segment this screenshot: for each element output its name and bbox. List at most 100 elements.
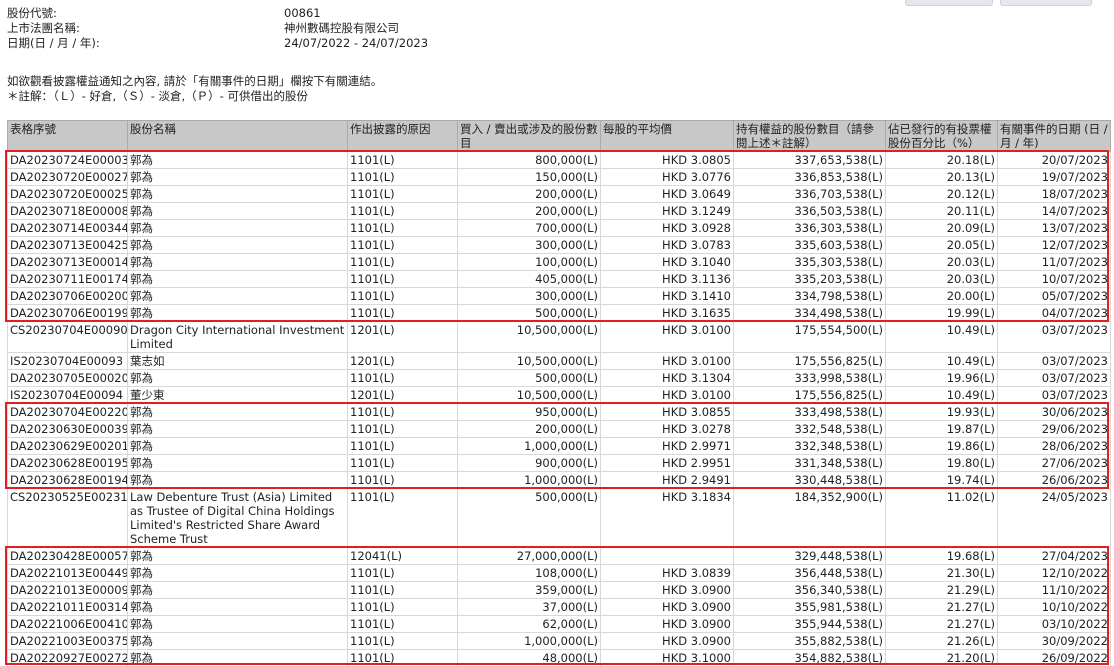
cell: 330,448,538(L) (733, 471, 886, 489)
cell[interactable]: 03/07/2023 (997, 352, 1111, 370)
cell: 1101(L) (347, 202, 458, 220)
button[interactable] (905, 0, 993, 6)
cell[interactable]: DA20230718E00008 (7, 202, 128, 220)
cell[interactable]: 03/07/2023 (997, 386, 1111, 404)
cell[interactable]: 11/07/2023 (997, 253, 1111, 271)
table-row: DA20230704E00220 郭為 1101(L) 950,000(L) HKD 3… (7, 403, 1111, 421)
cell: 500,000(L) (457, 488, 601, 548)
cell[interactable]: 04/07/2023 (997, 304, 1111, 322)
table-row: CS20230704E00090 Dragon City Internationa… (7, 321, 1111, 353)
cell: HKD 3.0900 (600, 615, 734, 633)
cell[interactable]: DA20230705E00020 (7, 369, 128, 387)
field-value: 神州數碼控股有限公司 (284, 21, 399, 35)
cell[interactable]: 03/07/2023 (997, 369, 1111, 387)
cell: HKD 3.1410 (600, 287, 734, 305)
cell[interactable]: DA20230706E00200 (7, 287, 128, 305)
cell[interactable]: IS20230704E00093 (7, 352, 128, 370)
table-row: DA20230711E00174 郭為 1101(L) 405,000(L) HKD 3… (7, 270, 1111, 288)
cell[interactable]: DA20230714E00344 (7, 219, 128, 237)
cell: 19.80(L) (885, 454, 998, 472)
cell: 郭為 (127, 564, 348, 582)
cell[interactable]: 29/06/2023 (997, 420, 1111, 438)
field-row: 股份代號: 00861 (7, 6, 428, 21)
cell: HKD 3.0805 (600, 151, 734, 169)
cell[interactable]: DA20230629E00201 (7, 437, 128, 455)
cell: HKD 2.9491 (600, 471, 734, 489)
field-label: 上市法團名稱: (7, 21, 80, 35)
cell[interactable]: DA20230720E00025 (7, 185, 128, 203)
cell[interactable]: 26/09/2022 (997, 649, 1111, 666)
cell[interactable]: DA20230706E00199 (7, 304, 128, 322)
cell[interactable]: DA20221006E00410 (7, 615, 128, 633)
cell[interactable]: DA20230428E00057 (7, 547, 128, 565)
cell[interactable]: 20/07/2023 (997, 151, 1111, 169)
cell[interactable]: 03/07/2023 (997, 321, 1111, 353)
cell[interactable]: 18/07/2023 (997, 185, 1111, 203)
cell[interactable]: DA20230713E00425 (7, 236, 128, 254)
cell: 950,000(L) (457, 403, 601, 421)
column-header: 表格序號 (7, 120, 128, 152)
cell[interactable]: DA20221011E00314 (7, 598, 128, 616)
cell: 1101(L) (347, 488, 458, 548)
cell[interactable]: DA20230628E00195 (7, 454, 128, 472)
cell[interactable]: DA20230724E00003 (7, 151, 128, 169)
cell[interactable]: DA20230711E00174 (7, 270, 128, 288)
cell: 21.26(L) (885, 632, 998, 650)
cell: 10.49(L) (885, 352, 998, 370)
cell[interactable]: 11/10/2022 (997, 581, 1111, 599)
cell[interactable]: 14/07/2023 (997, 202, 1111, 220)
cell: 郭為 (127, 581, 348, 599)
cell[interactable]: 27/04/2023 (997, 547, 1111, 565)
cell[interactable]: 13/07/2023 (997, 219, 1111, 237)
cell: 336,853,538(L) (733, 168, 886, 186)
cell: HKD 3.1249 (600, 202, 734, 220)
cell[interactable]: 10/07/2023 (997, 270, 1111, 288)
cell: 20.11(L) (885, 202, 998, 220)
cell[interactable]: 30/09/2022 (997, 632, 1111, 650)
cell: HKD 3.1834 (600, 488, 734, 548)
cell: HKD 3.0100 (600, 386, 734, 404)
cell[interactable]: 26/06/2023 (997, 471, 1111, 489)
cell: HKD 2.9951 (600, 454, 734, 472)
cell: 郭為 (127, 253, 348, 271)
cell[interactable]: DA20230628E00194 (7, 471, 128, 489)
cell: 700,000(L) (457, 219, 601, 237)
cell[interactable]: 05/07/2023 (997, 287, 1111, 305)
cell: 337,653,538(L) (733, 151, 886, 169)
cell[interactable]: 24/05/2023 (997, 488, 1111, 548)
cell: 37,000(L) (457, 598, 601, 616)
cell: 10,500,000(L) (457, 321, 601, 353)
cell[interactable]: DA20221013E00449 (7, 564, 128, 582)
cell[interactable]: IS20230704E00094 (7, 386, 128, 404)
cell[interactable]: DA20230630E00039 (7, 420, 128, 438)
cell: 郭為 (127, 168, 348, 186)
cell: 郭為 (127, 454, 348, 472)
cell[interactable]: 19/07/2023 (997, 168, 1111, 186)
button[interactable] (1000, 0, 1092, 6)
cell[interactable]: 12/10/2022 (997, 564, 1111, 582)
cell: 1101(L) (347, 564, 458, 582)
cell: 11.02(L) (885, 488, 998, 548)
cell: 200,000(L) (457, 420, 601, 438)
column-header: 作出披露的原因 (347, 120, 458, 152)
cell: 郭為 (127, 649, 348, 666)
cell[interactable]: DA20230720E00027 (7, 168, 128, 186)
cell: 150,000(L) (457, 168, 601, 186)
cell[interactable]: DA20220927E00272 (7, 649, 128, 666)
cell: HKD 3.0776 (600, 168, 734, 186)
cell[interactable]: 27/06/2023 (997, 454, 1111, 472)
cell[interactable]: CS20230704E00090 (7, 321, 128, 353)
cell[interactable]: 30/06/2023 (997, 403, 1111, 421)
cell[interactable]: DA20230713E00014 (7, 253, 128, 271)
cell[interactable]: 03/10/2022 (997, 615, 1111, 633)
table-row: CS20230525E00231 Law Debenture Trust (Asi… (7, 488, 1111, 548)
cell[interactable]: DA20230704E00220 (7, 403, 128, 421)
cell[interactable]: CS20230525E00231 (7, 488, 128, 548)
cell: 334,798,538(L) (733, 287, 886, 305)
cell[interactable]: 28/06/2023 (997, 437, 1111, 455)
cell[interactable]: DA20221003E00375 (7, 632, 128, 650)
cell[interactable]: 10/10/2022 (997, 598, 1111, 616)
cell: HKD 3.0278 (600, 420, 734, 438)
cell[interactable]: 12/07/2023 (997, 236, 1111, 254)
cell[interactable]: DA20221013E00009 (7, 581, 128, 599)
